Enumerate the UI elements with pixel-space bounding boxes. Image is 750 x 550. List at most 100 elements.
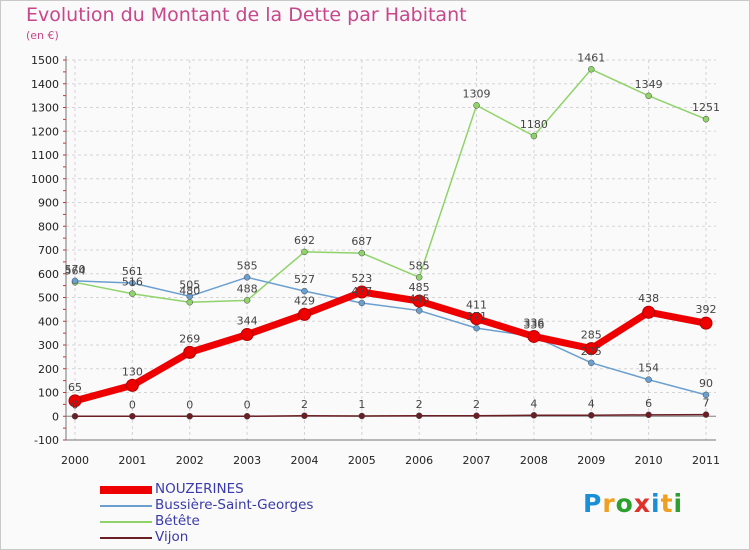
data-label: 336: [523, 316, 544, 329]
x-tick-label: 2003: [233, 454, 261, 467]
data-point: [68, 394, 82, 408]
y-tick-label: 1100: [31, 149, 59, 162]
legend-swatch: [100, 486, 152, 494]
data-point: [588, 359, 595, 367]
data-label: 0: [186, 398, 193, 411]
data-label: 564: [65, 264, 86, 277]
data-point: [355, 285, 369, 299]
data-label: 585: [237, 259, 258, 272]
logo-letter: x: [633, 489, 651, 518]
data-label: 585: [409, 259, 430, 272]
unit-label: (en €): [26, 29, 59, 42]
legend-swatch: [100, 537, 152, 539]
data-point: [301, 287, 308, 295]
y-tick-label: 1500: [31, 54, 59, 67]
data-label: 480: [179, 284, 200, 297]
x-tick-label: 2006: [405, 454, 433, 467]
y-tick-label: 500: [38, 292, 59, 305]
y-tick-label: 700: [38, 244, 59, 257]
y-tick-label: 900: [38, 197, 59, 210]
data-labels: 0 0 0 0 2 1 2 2 4 4 6 7 564 516 480 488 692 687 585 1309 118…: [65, 51, 721, 411]
data-point: [358, 249, 366, 257]
data-point: [702, 115, 710, 123]
data-label: 7: [703, 397, 710, 410]
legend-label: NOUZERINES: [155, 481, 244, 497]
data-label: 570: [65, 263, 86, 276]
x-tick-label: 2010: [635, 454, 663, 467]
data-point: [415, 307, 423, 314]
data-point: [186, 293, 193, 300]
data-label: 0: [244, 398, 251, 411]
legend-swatch: [100, 521, 152, 523]
y-tick-label: 400: [38, 315, 59, 328]
data-label: 392: [696, 303, 717, 316]
data-label: 1251: [692, 101, 720, 114]
x-tick-label: 2000: [61, 454, 89, 467]
grid: [66, 59, 716, 441]
data-label: 1461: [577, 51, 605, 64]
data-point: [71, 277, 79, 285]
y-tick-label: 1400: [31, 78, 59, 91]
data-label: 269: [179, 332, 200, 345]
y-tick-label: 1300: [31, 102, 59, 115]
y-tick-label: 200: [38, 363, 59, 376]
logo-letter: r: [602, 489, 616, 518]
data-label: 488: [237, 282, 258, 295]
data-label: 1: [358, 398, 365, 411]
data-point: [702, 391, 710, 399]
x-tick-label: 2007: [463, 454, 491, 467]
data-point: [412, 294, 426, 308]
series-line-vijon: [75, 413, 707, 417]
data-point: [699, 316, 713, 330]
data-point: [129, 290, 136, 297]
logo-letter: P: [583, 489, 603, 518]
y-tick-label: 600: [38, 268, 59, 281]
data-point: [358, 412, 366, 420]
data-label: 154: [638, 362, 659, 375]
data-point: [473, 324, 480, 332]
y-tick-label: 800: [38, 220, 59, 233]
data-point: [297, 307, 311, 321]
logo-letter: i: [651, 489, 661, 518]
data-point: [530, 412, 538, 419]
data-label: 692: [294, 234, 315, 247]
data-label: 130: [122, 365, 143, 378]
y-tick-label: 0: [52, 410, 59, 423]
data-point: [702, 411, 710, 418]
data-point: [645, 376, 652, 383]
logo-letter: i: [673, 489, 684, 518]
x-tick-label: 2002: [176, 454, 204, 467]
data-label: 2: [416, 398, 423, 411]
legend-label: Bétête: [155, 513, 200, 529]
data-label: 6: [645, 397, 652, 410]
data-label: 1180: [520, 118, 548, 131]
y-tick-label: 1000: [31, 173, 59, 186]
data-label: 523: [351, 272, 372, 285]
y-tick-label: 1200: [31, 125, 59, 138]
data-point: [642, 305, 656, 319]
data-point: [243, 274, 251, 281]
data-point: [186, 299, 193, 306]
data-label: 2: [473, 398, 480, 411]
series-line-nouzerines: [74, 288, 707, 405]
data-label: 477: [351, 285, 372, 298]
x-tick-label: 2011: [692, 454, 720, 467]
data-label: 336: [523, 318, 544, 331]
data-label: 445: [409, 293, 430, 306]
data-point: [473, 102, 480, 109]
data-label: 411: [466, 299, 487, 312]
data-point: [588, 412, 595, 419]
data-label: 4: [588, 397, 595, 410]
data-label: 1309: [463, 87, 491, 100]
chart-title: Evolution du Montant de la Dette par Hab…: [26, 4, 467, 26]
data-point: [243, 413, 251, 420]
data-point: [645, 92, 652, 100]
data-point: [183, 345, 197, 359]
logo-letter: t: [660, 489, 674, 518]
y-tick-label: 100: [38, 387, 59, 400]
data-point: [415, 274, 423, 281]
data-label: 65: [68, 381, 82, 394]
data-point: [588, 66, 595, 73]
